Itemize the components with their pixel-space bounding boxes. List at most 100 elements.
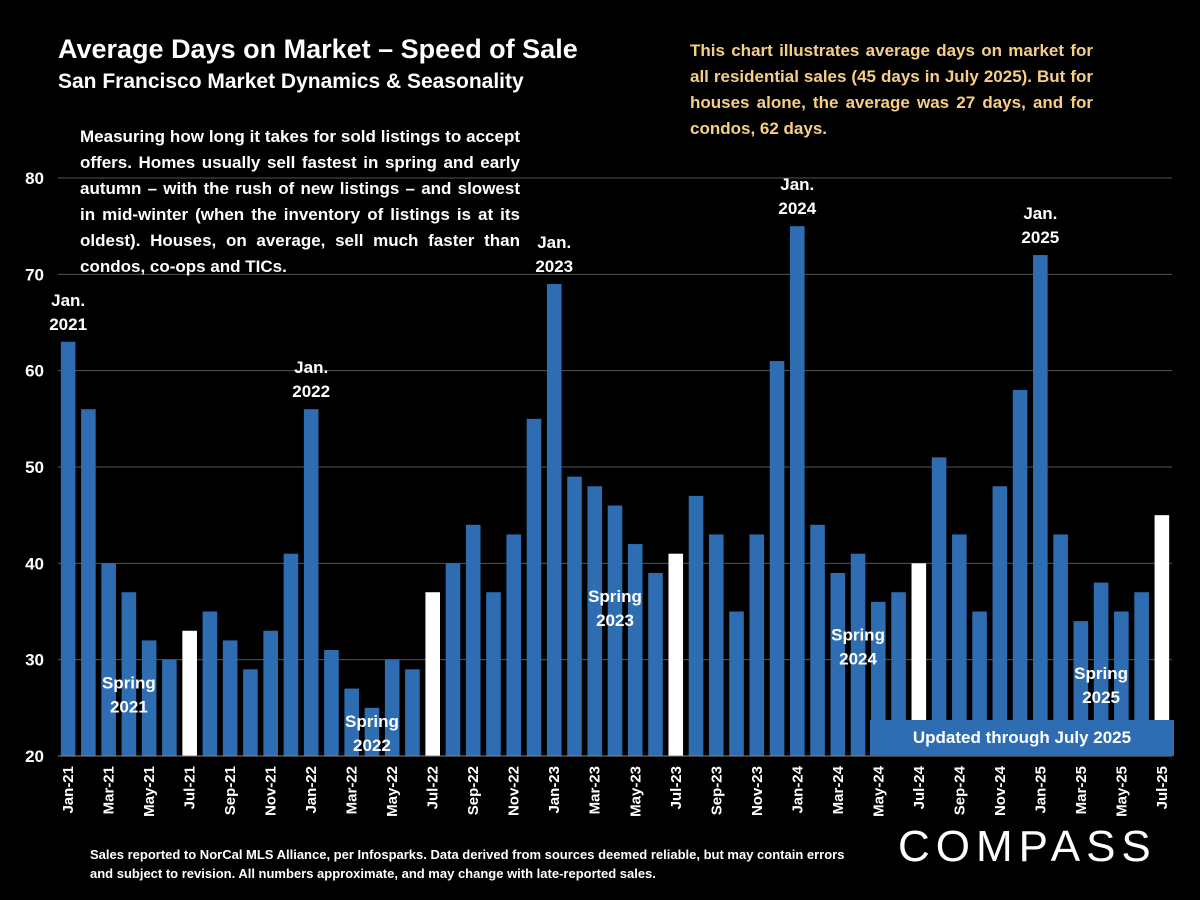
bar [830,572,846,756]
x-tick-label: Jan-25 [1032,766,1049,814]
bar [769,361,785,756]
x-tick-label: Sep-24 [951,765,968,815]
annotation-label: Jan. 2021 [49,291,87,334]
bar [546,283,562,756]
y-tick-label: 80 [25,169,44,188]
bar [283,553,299,756]
description-text: Measuring how long it takes for sold lis… [80,127,520,276]
bar [445,563,461,756]
bar [162,659,177,756]
x-tick-label: May-22 [384,766,401,817]
bar [688,495,704,756]
bar [972,611,987,756]
x-tick-label: Mar-23 [587,766,604,814]
x-tick-label: Nov-23 [749,766,766,816]
bar [243,669,258,756]
x-tick-label: May-24 [870,765,887,817]
x-tick-label: Mar-21 [101,766,118,814]
annotation-label: Spring 2024 [831,625,885,668]
bar [364,707,380,756]
bar [567,476,582,756]
bar [182,630,197,756]
bar [384,659,400,756]
bar [1033,255,1048,757]
annotation-label: Spring 2023 [588,587,642,630]
bar [60,341,76,756]
x-tick-label: Mar-22 [344,766,361,814]
bar [81,409,96,756]
bar [1093,582,1109,756]
bar [263,630,278,756]
x-tick-label: Nov-24 [992,765,1009,816]
bar [992,486,1008,756]
annotation-label: Jan. 2022 [292,358,330,401]
y-tick-label: 60 [25,362,44,381]
bar [749,534,765,756]
y-tick-label: 70 [25,265,44,284]
chart-subtitle: San Francisco Market Dynamics & Seasonal… [58,70,524,93]
bar [911,563,927,756]
x-tick-label: Jul-23 [668,766,685,809]
x-tick-label: Jul-22 [425,766,442,809]
bar [405,669,420,756]
x-tick-label: Jul-21 [182,766,199,809]
y-tick-label: 20 [25,747,44,766]
bar [587,486,603,756]
bar [303,409,319,756]
bar [1012,389,1028,756]
annotation-label: Jan. 2025 [1021,204,1059,247]
bar [1134,592,1149,756]
bar [729,611,744,756]
y-tick-label: 40 [25,554,44,573]
x-tick-label: Jan-21 [60,766,77,814]
x-tick-label: Mar-24 [830,765,847,814]
x-tick-label: May-21 [141,766,158,817]
bar [1053,534,1068,756]
bar [627,544,643,756]
bar [141,640,157,756]
bar [1114,611,1129,756]
bar [952,534,967,756]
bar [526,418,542,756]
annotation-label: Jan. 2024 [778,175,816,218]
annotation-label: Spring 2025 [1074,664,1128,707]
x-tick-label: Jan-22 [303,766,320,814]
annotation-label: Jan. 2023 [535,233,573,276]
x-tick-label: Jul-25 [1154,766,1171,809]
x-tick-label: Sep-23 [708,766,725,815]
x-tick-label: Sep-22 [465,766,482,815]
bar [425,592,441,756]
bar [486,592,501,756]
bar [871,601,886,756]
bar [931,457,947,756]
bar [850,553,866,756]
bar [668,553,684,756]
y-tick-label: 50 [25,458,44,477]
bar [506,534,522,756]
annotation-label: Spring 2022 [345,712,399,755]
bar [465,524,481,756]
bar [708,534,724,756]
bar [810,524,825,756]
bar [202,611,218,756]
annotation-label: Spring 2021 [102,674,156,717]
x-tick-label: Jul-24 [911,765,928,809]
bar [1154,515,1170,756]
x-tick-label: Sep-21 [222,766,239,815]
x-tick-label: May-25 [1113,766,1130,817]
y-tick-label: 30 [25,651,44,670]
x-tick-label: May-23 [627,766,644,817]
x-tick-label: Mar-25 [1073,766,1090,814]
bar [344,688,359,756]
bar [101,563,116,756]
x-tick-label: Jan-23 [546,766,563,814]
bar [324,650,339,756]
x-tick-label: Nov-22 [506,766,523,816]
compass-logo: COMPASS [898,822,1157,871]
bar [891,592,906,756]
x-tick-label: Nov-21 [263,766,280,816]
bar [607,505,623,756]
bar [222,640,238,756]
bar [648,572,663,756]
